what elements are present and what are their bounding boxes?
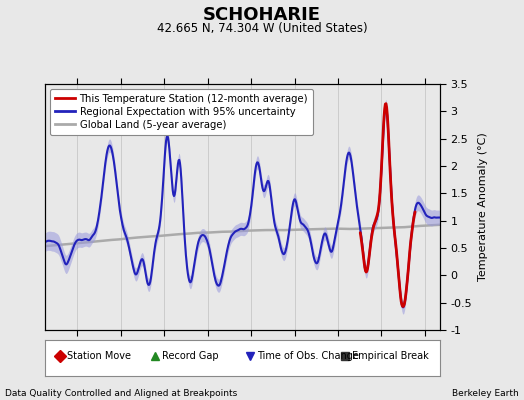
Y-axis label: Temperature Anomaly (°C): Temperature Anomaly (°C)	[478, 133, 488, 281]
Legend: This Temperature Station (12-month average), Regional Expectation with 95% uncer: This Temperature Station (12-month avera…	[50, 89, 313, 135]
Text: Berkeley Earth: Berkeley Earth	[452, 389, 519, 398]
Text: Station Move: Station Move	[68, 351, 132, 361]
Text: Time of Obs. Change: Time of Obs. Change	[257, 351, 359, 361]
Text: Empirical Break: Empirical Break	[352, 351, 429, 361]
Text: SCHOHARIE: SCHOHARIE	[203, 6, 321, 24]
Text: Data Quality Controlled and Aligned at Breakpoints: Data Quality Controlled and Aligned at B…	[5, 389, 237, 398]
Text: Record Gap: Record Gap	[162, 351, 219, 361]
Text: 42.665 N, 74.304 W (United States): 42.665 N, 74.304 W (United States)	[157, 22, 367, 35]
